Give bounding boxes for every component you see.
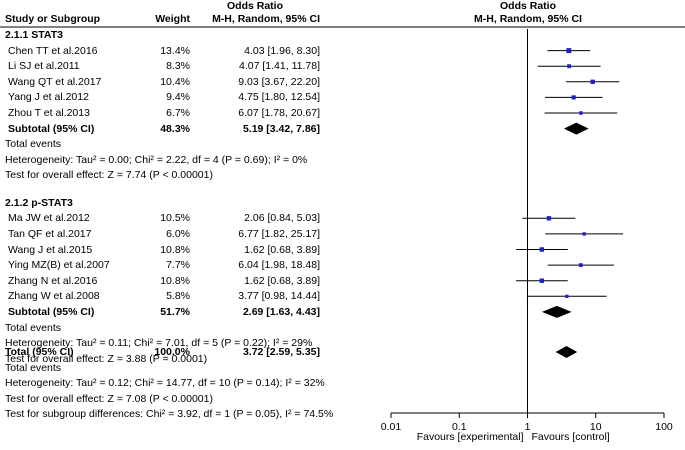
subtotal-weight: 51.7% [160,305,190,318]
favours-experimental-label: Favours [experimental] [416,431,524,443]
subgroup-differences-text: Test for subgroup differences: Chi² = 3.… [5,408,334,420]
study-weight: 6.7% [166,107,190,119]
study-weight: 10.5% [160,212,190,225]
study-or-ci: 6.77 [1.82, 25.17] [238,227,320,240]
study-weight: 10.4% [160,75,190,88]
study-name: Chen TT et al.2016 [8,44,98,57]
x-axis-tick-label: 100 [655,421,673,433]
subtotal-diamond [541,305,572,318]
x-axis-tick-label: 1 [524,421,531,433]
study-marker [567,64,572,69]
total-or-ci: 3.72 [2.59, 5.35] [242,346,320,358]
study-name: Zhou T et al.2013 [8,107,90,119]
subtotal-diamond [563,122,589,135]
study-name: Wang QT et al.2017 [8,75,102,88]
overall-effect-text: Test for overall effect: Z = 3.88 (P = 0… [5,352,208,365]
header-weight-column: Weight [155,13,190,25]
study-or-ci: 3.77 [0.98, 14.44] [238,290,320,303]
study-or-ci: 4.75 [1.80, 12.54] [238,91,320,104]
header-odds-ratio-left: Odds Ratio [226,0,283,12]
overall-effect-text: Test for overall effect: Z = 7.08 (P < 0… [5,393,213,405]
subtotal-weight: 48.3% [160,122,190,135]
study-weight: 10.8% [160,274,190,287]
study-marker [582,232,586,236]
study-weight: 7.7% [166,259,190,272]
study-or-ci: 6.04 [1.98, 18.48] [238,259,320,272]
study-name: Wang J et al.2015 [8,243,93,256]
subtotal-label: Subtotal (95% CI) [8,122,95,135]
total-events-label: Total events [5,321,62,334]
study-name: Zhang W et al.2008 [8,290,100,303]
study-marker [571,95,576,100]
header-method-left: M-H, Random, 95% CI [212,13,320,25]
study-or-ci: 2.06 [0.84, 5.03] [244,212,320,225]
subtotal-or-ci: 5.19 [3.42, 7.86] [242,122,320,135]
total-diamond [555,346,578,358]
subtotal-or-ci: 2.69 [1.63, 4.43] [242,305,320,318]
study-marker [578,263,583,267]
study-weight: 8.3% [166,60,190,73]
total-events-label: Total events [5,138,62,151]
total-events-label: Total events [5,362,62,374]
header-odds-ratio-right: Odds Ratio [499,0,556,12]
study-weight: 5.8% [166,290,190,303]
total-label: Total (95% CI) [5,346,74,358]
study-or-ci: 6.07 [1.78, 20.67] [238,107,320,119]
study-name: Li SJ et al.2011 [8,60,80,73]
subgroup-title: 2.1.1 STAT3 [5,29,63,41]
heterogeneity-text: Heterogeneity: Tau² = 0.00; Chi² = 2.22,… [5,153,308,166]
study-or-ci: 4.07 [1.41, 11.78] [239,60,320,73]
x-axis-tick-label: 0.1 [451,421,467,433]
study-name: Ying MZ(B) et al.2007 [8,259,110,272]
study-marker [565,294,569,298]
study-or-ci: 1.62 [0.68, 3.89] [244,243,320,256]
study-weight: 10.8% [160,243,190,256]
total-weight: 100.0% [154,346,190,358]
study-marker [590,79,595,84]
favours-control-label: Favours [control] [531,431,610,443]
study-or-ci: 4.03 [1.96, 8.30] [244,44,320,57]
heterogeneity-text: Heterogeneity: Tau² = 0.12; Chi² = 14.77… [5,377,325,389]
study-weight: 9.4% [166,91,190,104]
study-marker [566,48,572,54]
study-marker [546,216,552,221]
study-marker [539,278,545,283]
x-axis-tick-label: 0.01 [380,421,402,433]
heterogeneity-text: Heterogeneity: Tau² = 0.11; Chi² = 7.01,… [5,337,313,350]
study-name: Yang J et al.2012 [8,91,89,104]
study-weight: 6.0% [166,227,190,240]
header-method-right: M-H, Random, 95% CI [474,13,582,25]
subgroup-title: 2.1.2 p-STAT3 [5,196,73,209]
study-or-ci: 9.03 [3.67, 22.20] [238,75,320,88]
overall-effect-text: Test for overall effect: Z = 7.74 (P < 0… [5,169,213,182]
study-marker [539,247,545,252]
study-or-ci: 1.62 [0.68, 3.89] [244,274,320,287]
study-name: Ma JW et al.2012 [8,212,90,225]
subtotal-label: Subtotal (95% CI) [8,305,95,318]
header-study-column: Study or Subgroup [5,13,101,25]
x-axis-tick-label: 10 [589,421,602,433]
study-name: Zhang N et al.2016 [8,274,98,287]
study-marker [579,111,583,115]
study-name: Tan QF et al.2017 [8,227,92,240]
study-weight: 13.4% [160,44,190,57]
